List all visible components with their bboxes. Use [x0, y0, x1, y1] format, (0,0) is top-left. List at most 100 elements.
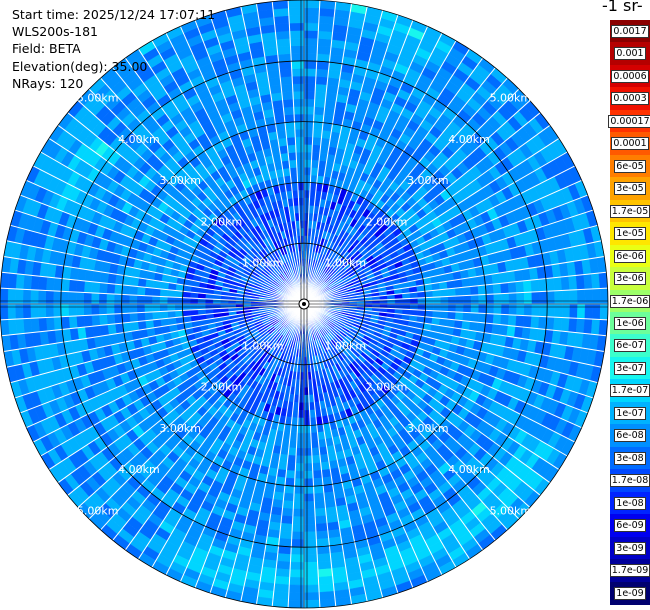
heat-cell	[15, 273, 25, 290]
heat-cell	[568, 317, 578, 333]
heat-cell	[121, 294, 130, 305]
colorbar-cell: 0.0003	[610, 87, 650, 111]
heat-cell	[292, 83, 305, 92]
heat-cell	[294, 478, 305, 487]
heat-cell	[290, 546, 305, 556]
heat-cell	[14, 303, 24, 320]
heat-cell	[128, 294, 138, 305]
heat-cell	[561, 289, 571, 305]
heat-cell	[285, 129, 296, 138]
heat-cell	[447, 303, 457, 313]
heat-cell	[60, 291, 69, 305]
heat-cell	[7, 288, 16, 305]
heat-cell	[303, 569, 319, 578]
heat-cell	[316, 553, 332, 563]
range-ring-label: 3.00km	[407, 422, 449, 435]
heat-cell	[283, 492, 295, 502]
heat-cell	[311, 447, 321, 457]
heat-cell	[568, 275, 578, 291]
heat-cell	[293, 113, 305, 123]
colorbar-tick-label: 1e-05	[614, 227, 646, 241]
heat-cell	[121, 284, 131, 296]
heat-cell	[295, 151, 305, 161]
heat-cell	[303, 478, 314, 487]
heat-cell	[318, 591, 336, 601]
heat-cell	[318, 575, 334, 586]
heat-cell	[439, 310, 449, 320]
heat-cell	[545, 316, 555, 331]
colorbar-tick-label: 0.00017	[608, 114, 650, 128]
heat-cell	[592, 303, 601, 320]
heat-cell	[303, 599, 321, 608]
heat-cell	[485, 283, 494, 295]
heat-cell	[295, 136, 305, 145]
heat-cell	[98, 293, 107, 305]
heat-cell	[538, 316, 548, 330]
heat-cell	[546, 303, 556, 318]
range-ring-label: 3.00km	[407, 174, 449, 187]
heat-cell	[317, 30, 333, 40]
heat-cell	[30, 275, 40, 291]
heat-cell	[303, 75, 317, 85]
heat-cell	[273, 583, 290, 593]
device-name-text: WLS200s-181	[12, 24, 98, 40]
range-ring-label: 1.00km	[242, 339, 284, 352]
heat-cell	[279, 522, 293, 532]
heat-cell	[463, 295, 472, 305]
colorbar-cell: 1.7e-06	[609, 289, 650, 313]
heat-cell	[106, 283, 116, 295]
heat-cell	[317, 560, 333, 570]
heat-cell	[174, 297, 183, 305]
heat-cell	[288, 14, 305, 24]
heat-cell	[303, 554, 318, 563]
range-ring-label: 4.00km	[118, 463, 160, 476]
colorbar-tick-label: 0.0017	[611, 25, 649, 39]
heat-cell	[500, 314, 510, 326]
heat-cell	[577, 303, 586, 319]
heat-cell	[287, 0, 305, 9]
heat-cell	[288, 159, 298, 169]
heat-cell	[83, 280, 93, 294]
heat-cell	[447, 287, 457, 297]
heat-cell	[76, 315, 86, 329]
heat-cell	[310, 159, 320, 169]
heat-cell	[159, 288, 169, 298]
heat-cell	[30, 303, 39, 319]
heat-cell	[294, 128, 305, 138]
colorbar-cell: 6e-05	[610, 154, 650, 178]
heat-cell	[284, 121, 296, 131]
heat-cell	[68, 279, 78, 293]
heat-cell	[530, 315, 540, 329]
heat-cell	[507, 281, 517, 294]
heat-cell	[45, 290, 54, 305]
heat-cell	[129, 285, 138, 296]
heat-cell	[75, 303, 85, 317]
heat-cell	[425, 303, 434, 311]
heat-cell	[286, 136, 296, 146]
heat-cell	[291, 539, 305, 548]
colorbar-cell: 0.0001	[610, 132, 650, 156]
heat-cell	[279, 68, 293, 78]
heat-cell	[303, 546, 318, 556]
heat-cell	[485, 293, 495, 305]
heat-cell	[159, 303, 168, 312]
heat-cell	[303, 68, 317, 77]
heat-cell	[287, 151, 297, 161]
heat-cell	[294, 121, 305, 130]
heat-cell	[501, 293, 510, 305]
heat-cell	[554, 303, 563, 318]
heat-cell	[303, 432, 312, 442]
heat-cell	[439, 288, 449, 298]
heat-cell	[577, 289, 586, 305]
heat-cell	[286, 462, 296, 472]
heat-cell	[22, 318, 33, 334]
heat-cell	[282, 98, 294, 108]
heat-cell	[290, 554, 305, 563]
range-ring-label: 4.00km	[118, 133, 160, 146]
heat-cell	[279, 76, 293, 86]
heat-cell	[515, 314, 525, 328]
heat-cell	[303, 14, 320, 24]
heat-cell	[151, 295, 161, 305]
heat-cell	[53, 316, 63, 331]
